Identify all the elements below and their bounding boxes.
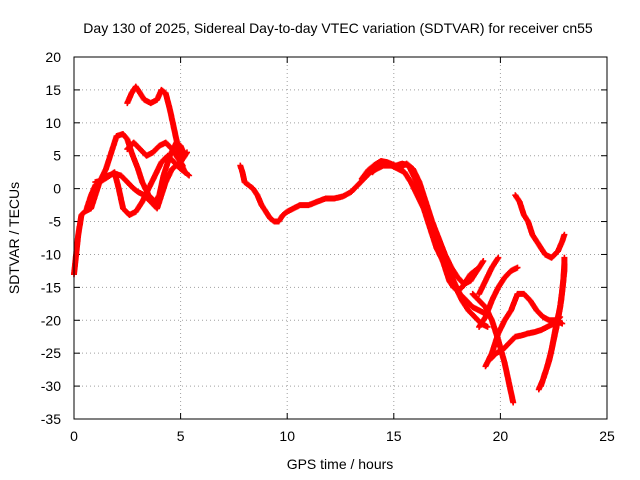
x-tick-label: 10 — [279, 428, 295, 444]
y-tick-label: -25 — [41, 345, 61, 361]
y-tick-label: 15 — [45, 82, 61, 98]
series-s8 — [358, 158, 487, 288]
series-markers — [237, 160, 489, 317]
y-tick-label: -35 — [41, 411, 61, 427]
x-tick-label: 20 — [493, 428, 509, 444]
x-axis-label: GPS time / hours — [287, 456, 394, 472]
chart-title: Day 130 of 2025, Sidereal Day-to-day VTE… — [83, 20, 593, 36]
y-tick-label: 10 — [45, 115, 61, 131]
x-tick-label: 0 — [70, 428, 78, 444]
ticks — [73, 56, 608, 420]
series-group — [71, 83, 568, 406]
x-tick-label: 5 — [177, 428, 185, 444]
y-tick-label: 0 — [53, 181, 61, 197]
y-tick-label: 20 — [45, 49, 61, 65]
series-markers — [124, 139, 186, 169]
series-markers — [476, 254, 502, 297]
series-s3 — [92, 152, 193, 218]
tick-labels: 0 5 10 15 20 25 -35 -30 -25 -20 -15 -10 -5 0 5 10 15 20 — [41, 49, 615, 444]
series-s14 — [469, 290, 517, 406]
x-tick-label: 25 — [599, 428, 615, 444]
series-s15 — [512, 192, 568, 261]
series-s17 — [537, 261, 568, 390]
series-markers — [92, 152, 193, 218]
series-markers — [512, 192, 568, 261]
y-tick-label: 5 — [53, 148, 61, 164]
series-markers — [358, 158, 487, 288]
series-s6 — [237, 160, 489, 317]
series-markers — [433, 238, 483, 294]
y-tick-label: -10 — [41, 246, 61, 262]
series-markers — [537, 261, 568, 390]
y-tick-label: -30 — [41, 378, 61, 394]
series-markers — [469, 290, 517, 406]
y-tick-label: -15 — [41, 279, 61, 295]
plot-frame — [73, 56, 608, 420]
series-s5 — [124, 139, 186, 169]
series-s11 — [476, 254, 502, 297]
y-axis-label: SDTVAR / TECUs — [6, 182, 22, 294]
y-tick-label: -5 — [49, 214, 62, 230]
series-s9 — [433, 238, 483, 294]
y-tick-label: -20 — [41, 312, 61, 328]
grid — [74, 57, 607, 419]
x-tick-label: 15 — [386, 428, 402, 444]
